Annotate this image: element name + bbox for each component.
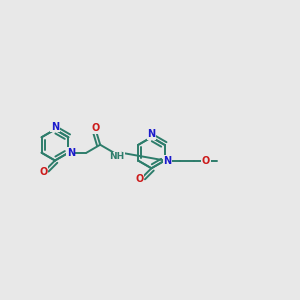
Text: O: O: [202, 155, 210, 166]
Text: O: O: [136, 175, 144, 184]
Text: N: N: [147, 129, 155, 139]
Text: O: O: [39, 167, 47, 177]
Text: N: N: [163, 155, 171, 166]
Text: N: N: [51, 122, 59, 131]
Text: NH: NH: [109, 152, 124, 161]
Text: N: N: [67, 148, 75, 158]
Text: O: O: [91, 124, 99, 134]
